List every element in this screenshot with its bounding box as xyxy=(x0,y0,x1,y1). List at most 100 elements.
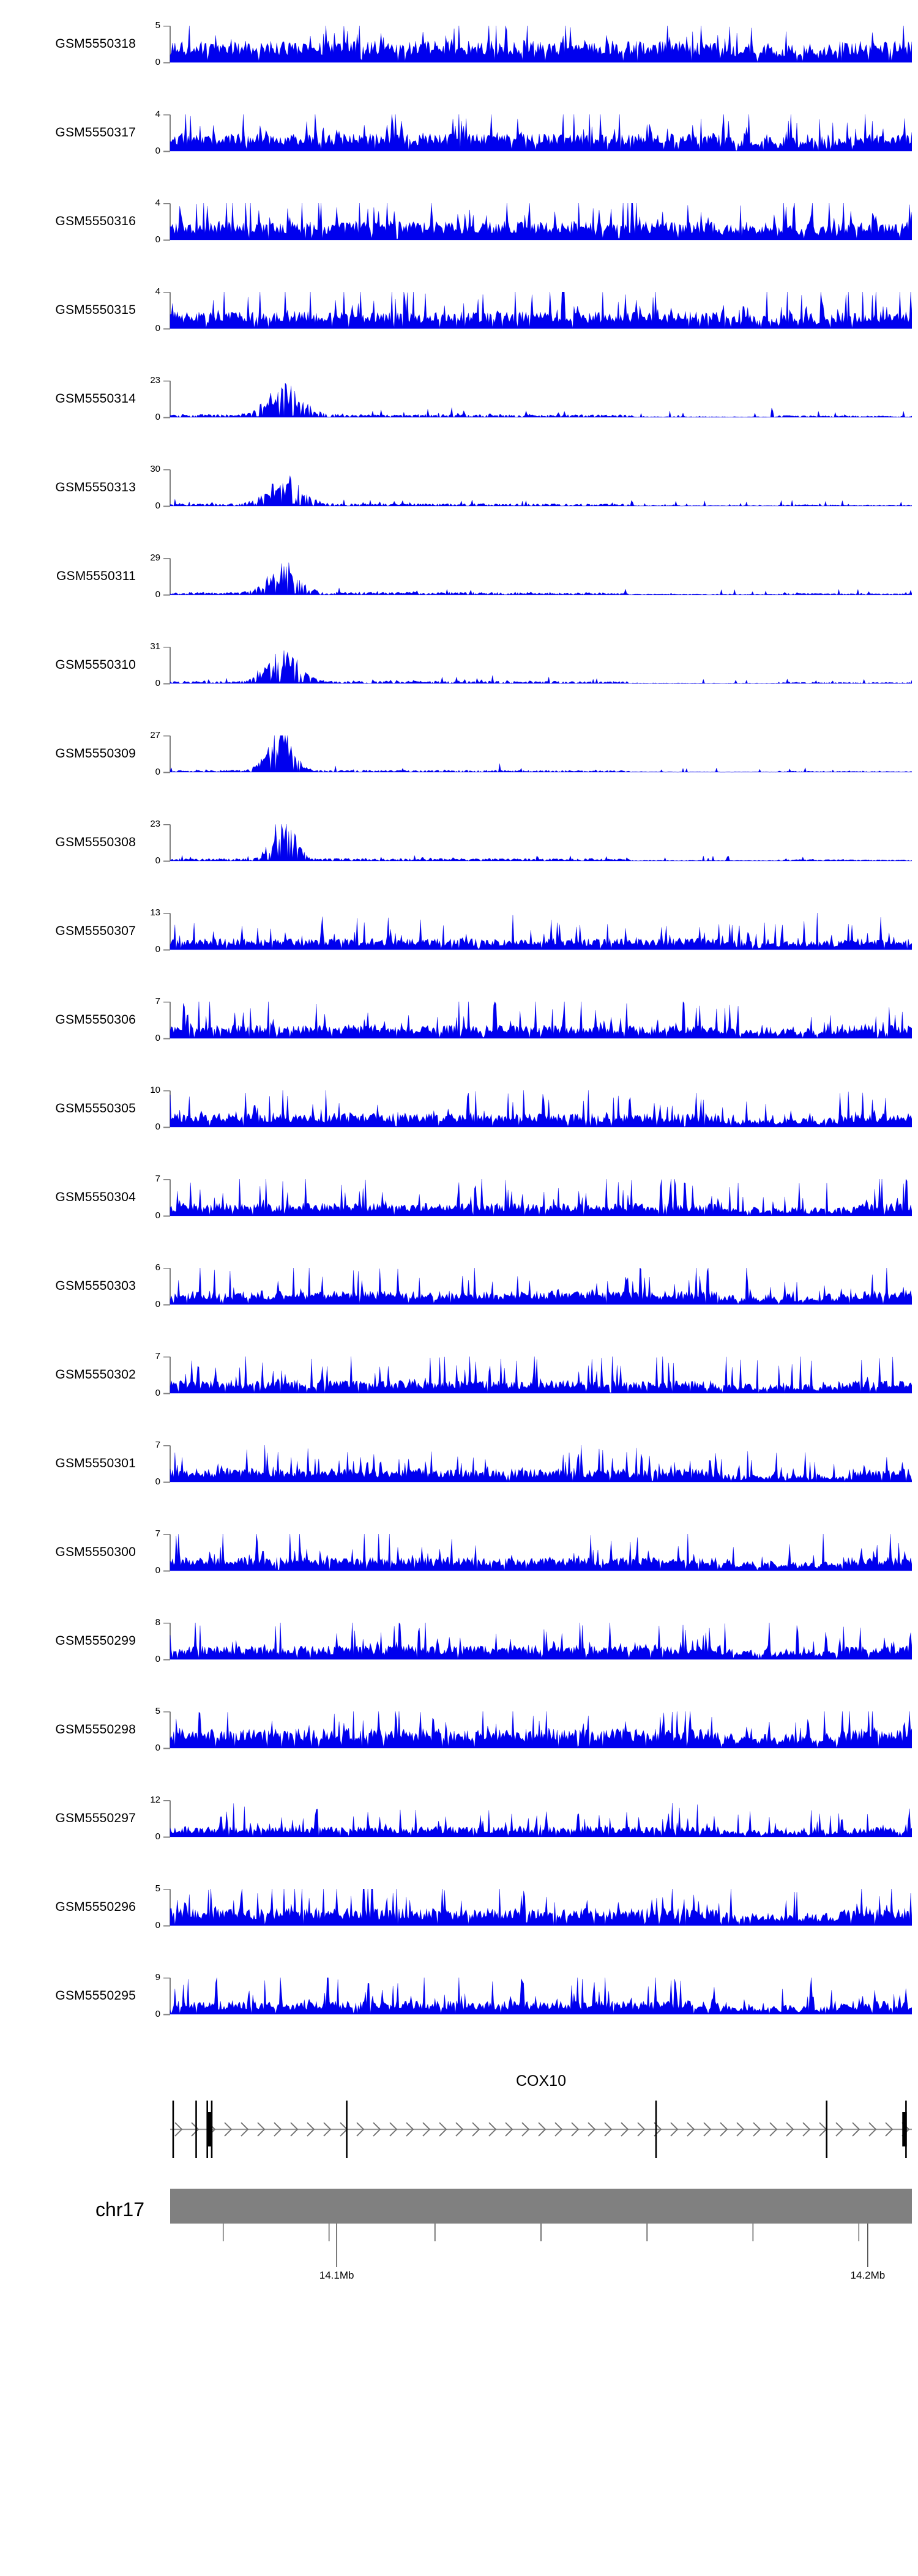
track-axis-max-label: 4 xyxy=(155,286,160,297)
track-axis-min-label: 0 xyxy=(155,1476,160,1487)
track-axis-max-label: 23 xyxy=(150,375,160,385)
gene-annotation-track: COX10 xyxy=(0,2072,918,2176)
coverage-track: GSM5550316 4 0 xyxy=(0,198,918,244)
track-sample-label: GSM5550305 xyxy=(55,1101,136,1115)
track-axis-max-label: 4 xyxy=(155,198,160,208)
track-sample-label: GSM5550309 xyxy=(55,746,136,761)
track-plot-area xyxy=(162,1357,912,1394)
coverage-track: GSM5550302 7 0 xyxy=(0,1352,918,1398)
track-axis-min-label: 0 xyxy=(155,234,160,245)
coverage-track: GSM5550297 12 0 xyxy=(0,1795,918,1841)
track-plot-area xyxy=(162,1800,912,1838)
track-axis-min-label: 0 xyxy=(155,57,160,67)
coverage-track: GSM5550301 7 0 xyxy=(0,1440,918,1486)
coverage-track: GSM5550304 7 0 xyxy=(0,1174,918,1220)
track-axis-min-label: 0 xyxy=(155,1654,160,1664)
track-sample-label: GSM5550298 xyxy=(55,1722,136,1737)
track-axis-min-label: 0 xyxy=(155,944,160,955)
track-sample-label: GSM5550311 xyxy=(56,569,136,583)
coverage-track: GSM5550310 31 0 xyxy=(0,642,918,688)
coverage-track: GSM5550300 7 0 xyxy=(0,1529,918,1575)
track-sample-label: GSM5550317 xyxy=(55,125,136,140)
track-axis-max-label: 31 xyxy=(150,641,160,652)
track-axis-min-label: 0 xyxy=(155,2009,160,2019)
track-sample-label: GSM5550300 xyxy=(55,1545,136,1559)
track-axis-min-label: 0 xyxy=(155,1033,160,1043)
track-plot-area xyxy=(162,558,912,596)
track-axis-min-label: 0 xyxy=(155,1299,160,1309)
track-sample-label: GSM5550296 xyxy=(55,1900,136,1914)
track-axis-max-label: 13 xyxy=(150,907,160,918)
track-axis-max-label: 23 xyxy=(150,819,160,829)
track-axis-max-label: 8 xyxy=(155,1617,160,1628)
track-sample-label: GSM5550310 xyxy=(55,658,136,672)
gene-model[interactable] xyxy=(170,2096,916,2166)
track-sample-label: GSM5550313 xyxy=(55,480,136,494)
track-plot-area xyxy=(162,381,912,419)
track-axis-min-label: 0 xyxy=(155,1122,160,1132)
track-axis-max-label: 7 xyxy=(155,1351,160,1361)
track-plot-area xyxy=(162,824,912,862)
track-axis-min-label: 0 xyxy=(155,1388,160,1398)
track-plot-area xyxy=(162,1268,912,1306)
track-axis-min-label: 0 xyxy=(155,1831,160,1842)
coverage-track: GSM5550295 9 0 xyxy=(0,1973,918,2019)
track-axis-max-label: 7 xyxy=(155,1440,160,1450)
track-plot-area xyxy=(162,1534,912,1572)
track-sample-label: GSM5550295 xyxy=(55,1989,136,2003)
coverage-track: GSM5550296 5 0 xyxy=(0,1884,918,1930)
track-plot-area xyxy=(162,1711,912,1749)
track-axis-max-label: 29 xyxy=(150,553,160,563)
track-plot-area xyxy=(162,203,912,241)
track-sample-label: GSM5550316 xyxy=(55,214,136,228)
coverage-track: GSM5550314 23 0 xyxy=(0,376,918,422)
ideogram-bar[interactable] xyxy=(170,2189,916,2277)
track-axis-max-label: 7 xyxy=(155,996,160,1007)
coverage-track: GSM5550318 5 0 xyxy=(0,21,918,67)
track-axis-max-label: 4 xyxy=(155,109,160,119)
coverage-track: GSM5550299 8 0 xyxy=(0,1618,918,1664)
track-sample-label: GSM5550308 xyxy=(55,835,136,849)
track-plot-area xyxy=(162,26,912,64)
track-sample-label: GSM5550318 xyxy=(55,37,136,51)
track-sample-label: GSM5550315 xyxy=(55,303,136,317)
coverage-track: GSM5550306 7 0 xyxy=(0,997,918,1043)
track-axis-min-label: 0 xyxy=(155,501,160,511)
coverage-track: GSM5550315 4 0 xyxy=(0,287,918,333)
track-plot-area xyxy=(162,292,912,330)
coverage-track: GSM5550305 10 0 xyxy=(0,1085,918,1131)
track-axis-max-label: 9 xyxy=(155,1972,160,1982)
chromosome-axis-track: chr17 14.1Mb 14.2Mb xyxy=(0,2189,918,2311)
track-plot-area xyxy=(162,469,912,507)
chromosome-label: chr17 xyxy=(95,2198,144,2220)
track-axis-max-label: 30 xyxy=(150,464,160,474)
track-axis-min-label: 0 xyxy=(155,767,160,777)
track-axis-min-label: 0 xyxy=(155,855,160,866)
track-plot-area xyxy=(162,114,912,152)
track-plot-area xyxy=(162,1889,912,1927)
track-sample-label: GSM5550303 xyxy=(55,1279,136,1293)
track-plot-area xyxy=(162,1002,912,1040)
track-plot-area xyxy=(162,735,912,773)
track-sample-label: GSM5550307 xyxy=(55,924,136,938)
track-axis-max-label: 5 xyxy=(155,20,160,31)
track-plot-area xyxy=(162,1179,912,1217)
track-sample-label: GSM5550299 xyxy=(55,1634,136,1648)
coverage-track: GSM5550308 23 0 xyxy=(0,819,918,865)
track-plot-area xyxy=(162,1623,912,1661)
coverage-track: GSM5550303 6 0 xyxy=(0,1263,918,1309)
track-axis-min-label: 0 xyxy=(155,323,160,333)
track-plot-area xyxy=(162,1978,912,2016)
track-sample-label: GSM5550302 xyxy=(55,1368,136,1382)
coverage-track: GSM5550309 27 0 xyxy=(0,731,918,776)
track-axis-min-label: 0 xyxy=(155,1210,160,1221)
coverage-track: GSM5550298 5 0 xyxy=(0,1707,918,1752)
track-sample-label: GSM5550301 xyxy=(55,1456,136,1470)
track-axis-min-label: 0 xyxy=(155,678,160,688)
axis-tick-label: 14.2Mb xyxy=(850,2269,886,2281)
track-axis-max-label: 12 xyxy=(150,1795,160,1805)
track-sample-label: GSM5550304 xyxy=(55,1190,136,1204)
coverage-track: GSM5550313 30 0 xyxy=(0,464,918,510)
track-plot-area xyxy=(162,913,912,951)
